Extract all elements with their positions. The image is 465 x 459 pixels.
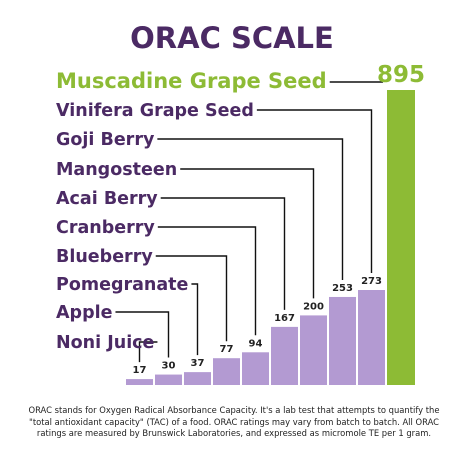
category-label-apple: Apple [56, 303, 113, 323]
leader-line-noni-juice [138, 341, 158, 363]
bar-cranberry [242, 352, 269, 385]
category-label-blueberry: Blueberry [56, 247, 153, 267]
chart-title: ORAC SCALE [130, 21, 334, 55]
leader-line-acai-berry [160, 197, 286, 310]
category-label-muscadine-grape-seed: Muscadine Grape Seed [56, 69, 327, 93]
category-label-noni-juice: Noni Juice [56, 333, 155, 353]
value-label-muscadine-grape-seed: 895 [377, 62, 425, 88]
category-label-goji-berry: Goji Berry [56, 130, 155, 150]
leader-line-pomegranate [191, 283, 199, 356]
value-label-noni-juice: 17 [133, 365, 147, 376]
value-label-blueberry: 77 [220, 344, 234, 355]
value-label-pomegranate: 37 [191, 358, 205, 369]
value-label-goji-berry: 253 [332, 283, 353, 294]
bar-acai-berry [271, 326, 298, 385]
category-label-pomegranate: Pomegranate [56, 275, 189, 295]
leader-line-blueberry [155, 255, 228, 342]
leader-line-goji-berry [157, 138, 344, 280]
value-label-apple: 30 [162, 361, 176, 372]
bar-vinifera-grape-seed [358, 290, 385, 385]
category-label-acai-berry: Acai Berry [56, 189, 158, 209]
bar-apple [155, 374, 182, 385]
value-label-mangosteen: 200 [303, 301, 324, 312]
value-label-vinifera-grape-seed: 273 [361, 276, 382, 287]
bar-mangosteen [300, 315, 327, 385]
bars [126, 90, 415, 385]
value-label-acai-berry: 167 [274, 313, 295, 324]
bar-pomegranate [184, 372, 211, 385]
bar-noni-juice [126, 379, 153, 385]
value-label-cranberry: 94 [249, 338, 263, 349]
bar-blueberry [213, 358, 240, 385]
leader-lines [115, 81, 383, 363]
leader-line-vinifera-grape-seed [256, 109, 373, 273]
value-labels: 17 30 37 77 94 167 200 253 273 895 [133, 62, 425, 376]
bar-muscadine-grape-seed [387, 90, 415, 385]
category-label-cranberry: Cranberry [56, 218, 155, 238]
category-label-mangosteen: Mangosteen [56, 160, 177, 180]
leader-line-apple [115, 311, 170, 358]
bar-goji-berry [329, 296, 356, 385]
leader-line-mangosteen [180, 168, 315, 299]
footnote: ORAC stands for Oxygen Radical Absorbanc… [28, 405, 440, 438]
category-labels: Noni Juice Apple Pomegranate Blueberry Cranb… [56, 69, 327, 353]
category-label-vinifera-grape-seed: Vinifera Grape Seed [56, 101, 254, 121]
leader-line-cranberry [157, 226, 257, 336]
